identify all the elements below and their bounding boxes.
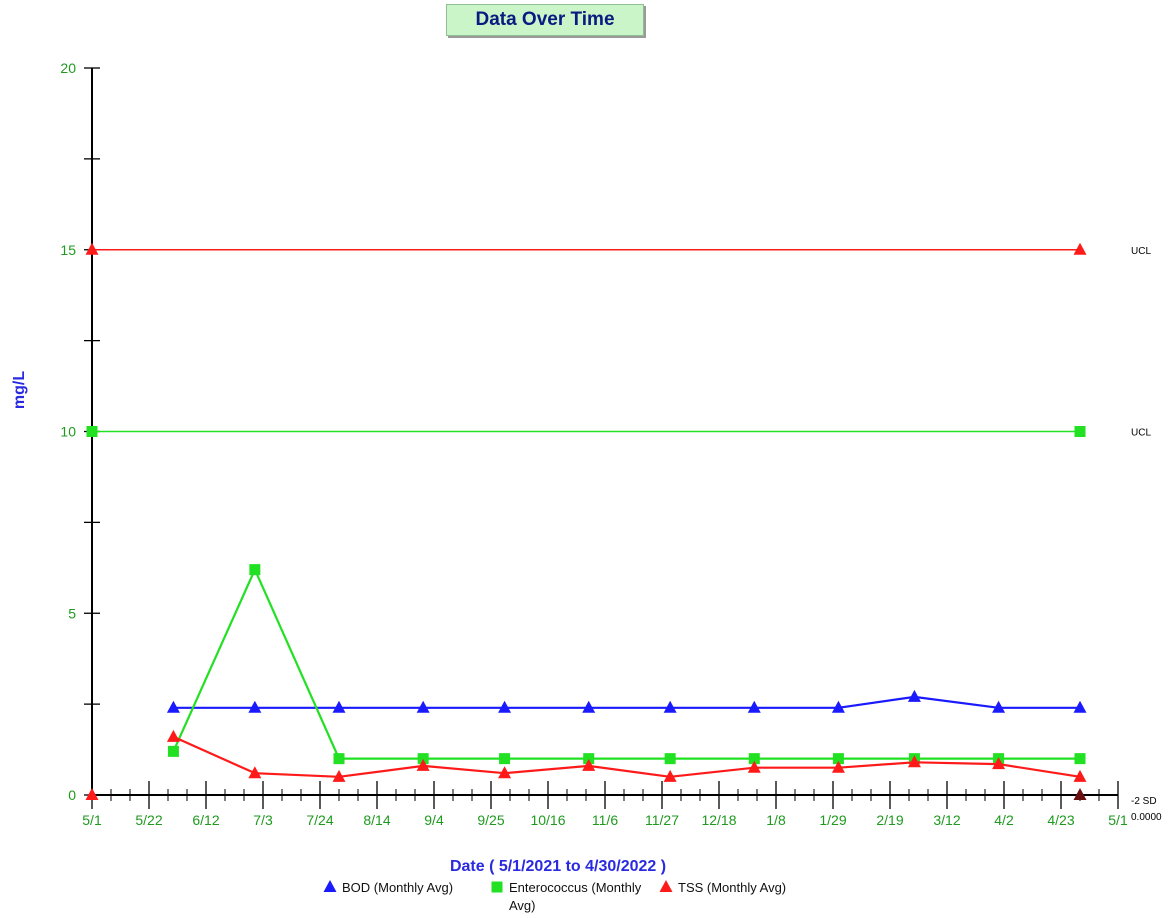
legend-label: BOD (Monthly Avg): [342, 880, 453, 895]
data-point: [582, 758, 596, 771]
x-tick-label: 1/29: [819, 812, 846, 828]
data-point: [748, 753, 760, 765]
series-line: [173, 695, 1080, 709]
y-tick-label: 20: [60, 60, 76, 76]
control-line-start-marker: [86, 426, 98, 437]
chart-title: Data Over Time: [446, 4, 644, 36]
x-tick-label: 7/3: [253, 812, 273, 828]
data-point: [907, 755, 921, 768]
data-point: [832, 753, 844, 765]
control-line-end-marker: [1073, 242, 1087, 255]
y-axis-label: mg/L: [11, 371, 28, 409]
y-tick-label: 5: [68, 605, 76, 621]
data-point: [333, 753, 345, 765]
x-tick-label: 12/18: [701, 812, 736, 828]
data-point: [416, 700, 430, 713]
data-point: [498, 700, 512, 713]
x-tick-label: 5/1: [1108, 812, 1128, 828]
data-point: [583, 753, 595, 765]
data-point: [992, 757, 1006, 770]
x-tick-label: 9/4: [424, 812, 444, 828]
x-tick-label: 6/12: [192, 812, 219, 828]
control-lines: UCL UCL: [85, 242, 1151, 439]
y-tick-label: 10: [60, 424, 76, 440]
y-tick-label: 15: [60, 242, 76, 258]
data-point: [166, 700, 180, 713]
x-axis-label: Date ( 5/1/2021 to 4/30/2022 ): [450, 858, 666, 875]
data-point: [582, 700, 596, 713]
x-tick-label: 5/1: [82, 812, 102, 828]
x-tick-label: 11/6: [592, 812, 618, 828]
data-point: [1073, 769, 1087, 782]
data-point: [747, 760, 761, 773]
legend-label: Enterococcus (Monthly Avg): [509, 880, 642, 913]
lower-limit-label: -2 SD: [1131, 796, 1157, 807]
control-line-end-marker: [1074, 426, 1086, 437]
x-tick-label: 5/22: [135, 812, 162, 828]
data-point: [166, 729, 180, 742]
data-point: [1074, 753, 1086, 765]
x-tick-label: 4/2: [994, 812, 1014, 828]
legend: BOD (Monthly Avg) Enterococcus (Monthly Av…: [323, 880, 786, 913]
lower-limit-value: 0.0000: [1131, 812, 1162, 823]
data-point: [167, 745, 179, 757]
data-point: [249, 564, 261, 576]
axes: 0 5 10 15 20 5/1 5/22 6/12 7/3 7/24 8/14 9/4 9/25 10/…: [60, 60, 1128, 828]
data-point: [498, 766, 512, 779]
x-tick-label: 10/16: [530, 812, 565, 828]
x-tick-label: 3/12: [933, 812, 960, 828]
y-tick-label: 0: [68, 787, 76, 803]
x-tick-label: 7/24: [306, 812, 333, 828]
data-point: [664, 753, 676, 765]
control-line-start-marker: [85, 242, 99, 255]
data-point: [663, 769, 677, 782]
data-point: [499, 753, 511, 765]
data-point: [992, 700, 1006, 713]
control-line-label: UCL: [1131, 246, 1151, 257]
data-point: [831, 760, 845, 773]
x-tick-label: 9/25: [477, 812, 504, 828]
lower-limit-marker: [1073, 788, 1087, 800]
series-line: [172, 735, 1081, 778]
legend-label: TSS (Monthly Avg): [678, 880, 786, 895]
data-point: [248, 766, 262, 779]
control-line-label: UCL: [1131, 428, 1151, 439]
data-point: [417, 753, 429, 765]
data-point: [747, 700, 761, 713]
legend-marker: [323, 880, 337, 892]
data-point: [907, 689, 921, 702]
x-tick-label: 1/8: [766, 812, 786, 828]
legend-marker: [491, 881, 503, 893]
x-tick-label: 4/23: [1047, 812, 1074, 828]
data-point: [332, 700, 346, 713]
legend-label-line: Enterococcus (Monthly: [509, 880, 642, 895]
legend-label-line: Avg): [509, 898, 536, 913]
lower-limit-marker: [85, 788, 99, 800]
markers-group: -2 SD 0.0000: [85, 788, 1162, 823]
legend-marker: [659, 880, 673, 892]
data-point: [663, 700, 677, 713]
data-point: [1073, 700, 1087, 713]
data-point: [831, 700, 845, 713]
data-point: [416, 758, 430, 771]
x-tick-label: 8/14: [363, 812, 390, 828]
series-line: [172, 566, 1080, 760]
x-tick-label: 11/27: [645, 812, 679, 828]
x-tick-label: 2/19: [876, 812, 903, 828]
data-point: [248, 700, 262, 713]
data-point: [332, 769, 346, 782]
series-group: [166, 564, 1087, 782]
